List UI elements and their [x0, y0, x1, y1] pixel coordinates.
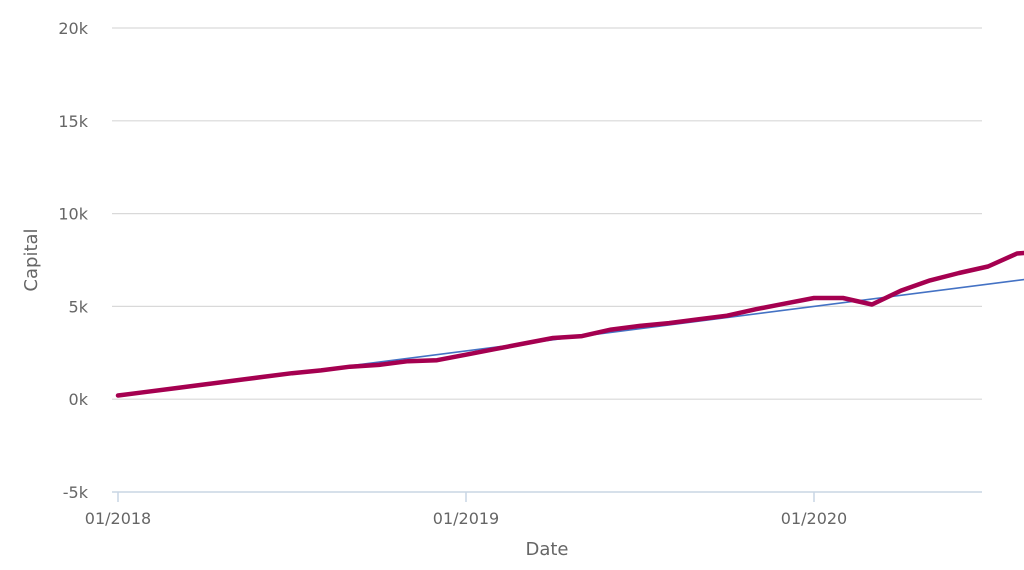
- y-tick-label: 15k: [58, 112, 88, 131]
- x-tick-label: 01/2018: [85, 509, 151, 528]
- y-tick-label: 10k: [58, 205, 88, 224]
- x-axis-title: Date: [525, 539, 568, 560]
- y-tick-label: -5k: [63, 483, 89, 502]
- y-axis-tick-labels: -5k 0k 5k 10k 15k 20k: [58, 19, 88, 502]
- x-tick-label: 01/2020: [781, 509, 847, 528]
- capital-line: [115, 250, 1024, 398]
- series-lines: [115, 250, 1024, 398]
- y-axis-title: Capital: [21, 228, 42, 291]
- y-tick-label: 0k: [69, 390, 89, 409]
- y-tick-label: 20k: [58, 19, 88, 38]
- trend-line: [117, 278, 1024, 397]
- y-tick-label: 5k: [69, 297, 89, 316]
- x-axis: [112, 491, 982, 502]
- gridlines: [112, 27, 982, 400]
- x-tick-label: 01/2019: [433, 509, 499, 528]
